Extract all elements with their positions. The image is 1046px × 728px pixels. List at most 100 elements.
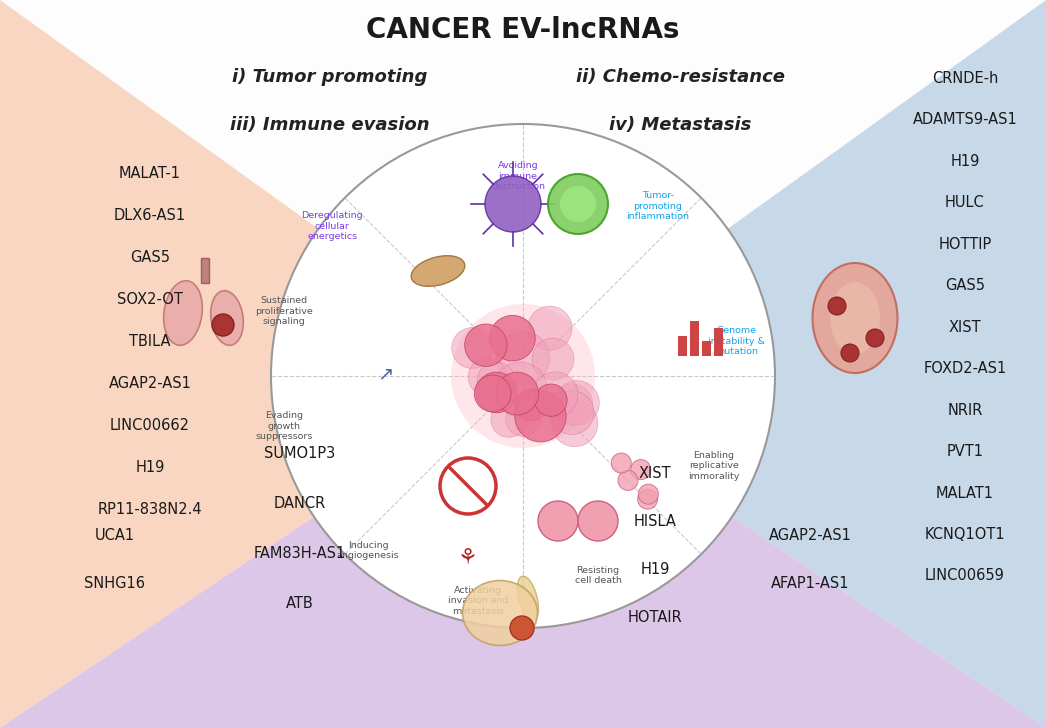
- Circle shape: [638, 484, 658, 505]
- Circle shape: [828, 297, 846, 315]
- Bar: [714, 328, 723, 356]
- Text: RP11-838N2.4: RP11-838N2.4: [97, 502, 202, 516]
- Text: XIST: XIST: [639, 465, 672, 480]
- Circle shape: [551, 400, 598, 447]
- Text: GAS5: GAS5: [945, 278, 985, 293]
- Text: ADAMTS9-AS1: ADAMTS9-AS1: [912, 112, 1018, 127]
- Ellipse shape: [210, 290, 244, 345]
- Circle shape: [551, 384, 593, 425]
- Text: LINC00659: LINC00659: [925, 569, 1005, 584]
- Polygon shape: [0, 376, 1046, 728]
- Text: SUMO1P3: SUMO1P3: [265, 446, 336, 461]
- Circle shape: [538, 501, 578, 541]
- Bar: [678, 336, 687, 356]
- Text: AFAP1-AS1: AFAP1-AS1: [771, 577, 849, 591]
- Text: i) Tumor promoting: i) Tumor promoting: [232, 68, 428, 86]
- Text: TBILA: TBILA: [130, 333, 170, 349]
- Circle shape: [550, 391, 594, 435]
- Text: HISLA: HISLA: [634, 513, 677, 529]
- Text: UCA1: UCA1: [95, 529, 135, 544]
- Text: DLX6-AS1: DLX6-AS1: [114, 207, 186, 223]
- Circle shape: [490, 315, 536, 361]
- Text: CANCER EV-lncRNAs: CANCER EV-lncRNAs: [366, 16, 680, 44]
- Text: Inducing
angiogenesis: Inducing angiogenesis: [337, 541, 400, 561]
- Text: ATB: ATB: [287, 596, 314, 611]
- Circle shape: [271, 124, 775, 628]
- Circle shape: [476, 372, 517, 413]
- Polygon shape: [523, 0, 1046, 728]
- Circle shape: [532, 338, 574, 380]
- Circle shape: [631, 459, 651, 480]
- Circle shape: [496, 372, 539, 415]
- Circle shape: [510, 616, 535, 640]
- Text: AGAP2-AS1: AGAP2-AS1: [769, 529, 851, 544]
- Text: HULC: HULC: [946, 195, 985, 210]
- Polygon shape: [0, 0, 1046, 376]
- Text: SNHG16: SNHG16: [85, 577, 145, 591]
- Text: MALAT1: MALAT1: [936, 486, 994, 501]
- Text: Activating
invasion and
metastasis: Activating invasion and metastasis: [448, 586, 508, 616]
- Circle shape: [516, 389, 547, 421]
- Circle shape: [535, 384, 567, 416]
- Bar: [690, 321, 699, 356]
- Text: H19: H19: [951, 154, 980, 168]
- Text: iv) Metastasis: iv) Metastasis: [609, 116, 751, 134]
- Ellipse shape: [518, 576, 539, 620]
- Text: HOTTIP: HOTTIP: [938, 237, 992, 251]
- Text: PVT1: PVT1: [947, 444, 983, 459]
- Circle shape: [491, 402, 526, 438]
- Text: XIST: XIST: [949, 320, 981, 334]
- Circle shape: [485, 176, 541, 232]
- Circle shape: [505, 401, 541, 436]
- Text: Avoiding
immune
destruction: Avoiding immune destruction: [491, 161, 545, 191]
- Circle shape: [618, 470, 638, 491]
- Circle shape: [866, 329, 884, 347]
- Circle shape: [464, 324, 507, 366]
- Text: NRIR: NRIR: [948, 403, 982, 417]
- Text: Genome
instability &
mutation: Genome instability & mutation: [708, 326, 765, 356]
- Ellipse shape: [813, 263, 897, 373]
- Text: Resisting
cell death: Resisting cell death: [574, 566, 621, 585]
- Text: HOTAIR: HOTAIR: [628, 609, 682, 625]
- Circle shape: [841, 344, 859, 362]
- Polygon shape: [0, 0, 523, 728]
- Text: ⚘: ⚘: [458, 548, 478, 568]
- Text: FAM83H-AS1: FAM83H-AS1: [254, 545, 346, 561]
- Ellipse shape: [163, 281, 202, 345]
- Ellipse shape: [411, 256, 464, 286]
- Text: FOXD2-AS1: FOXD2-AS1: [924, 361, 1006, 376]
- Circle shape: [452, 328, 493, 368]
- Bar: [201, 258, 209, 283]
- Ellipse shape: [829, 282, 880, 354]
- Text: AGAP2-AS1: AGAP2-AS1: [109, 376, 191, 390]
- Circle shape: [469, 357, 507, 396]
- Text: Tumor-
promoting
inflammation: Tumor- promoting inflammation: [627, 191, 689, 221]
- Text: Deregulating
cellular
energetics: Deregulating cellular energetics: [301, 211, 363, 241]
- Circle shape: [496, 331, 549, 384]
- Circle shape: [477, 362, 515, 400]
- Circle shape: [578, 501, 618, 541]
- Text: CRNDE-h: CRNDE-h: [932, 71, 998, 85]
- Text: ↗: ↗: [377, 365, 393, 384]
- Circle shape: [554, 381, 599, 425]
- Text: ii) Chemo-resistance: ii) Chemo-resistance: [575, 68, 784, 86]
- Circle shape: [527, 306, 572, 350]
- Text: SOX2-OT: SOX2-OT: [117, 291, 183, 306]
- Circle shape: [212, 314, 234, 336]
- Text: LINC00662: LINC00662: [110, 417, 190, 432]
- Circle shape: [474, 375, 511, 412]
- Text: H19: H19: [640, 561, 669, 577]
- Ellipse shape: [462, 580, 538, 646]
- Circle shape: [560, 186, 596, 222]
- Circle shape: [611, 453, 631, 473]
- Circle shape: [548, 174, 608, 234]
- Text: KCNQ1OT1: KCNQ1OT1: [925, 527, 1005, 542]
- Text: iii) Immune evasion: iii) Immune evasion: [230, 116, 430, 134]
- Text: Evading
growth
suppressors: Evading growth suppressors: [255, 411, 313, 441]
- Circle shape: [493, 362, 547, 416]
- Circle shape: [532, 372, 578, 417]
- Text: H19: H19: [135, 459, 164, 475]
- Circle shape: [515, 391, 566, 442]
- Circle shape: [638, 489, 658, 509]
- Circle shape: [451, 304, 595, 448]
